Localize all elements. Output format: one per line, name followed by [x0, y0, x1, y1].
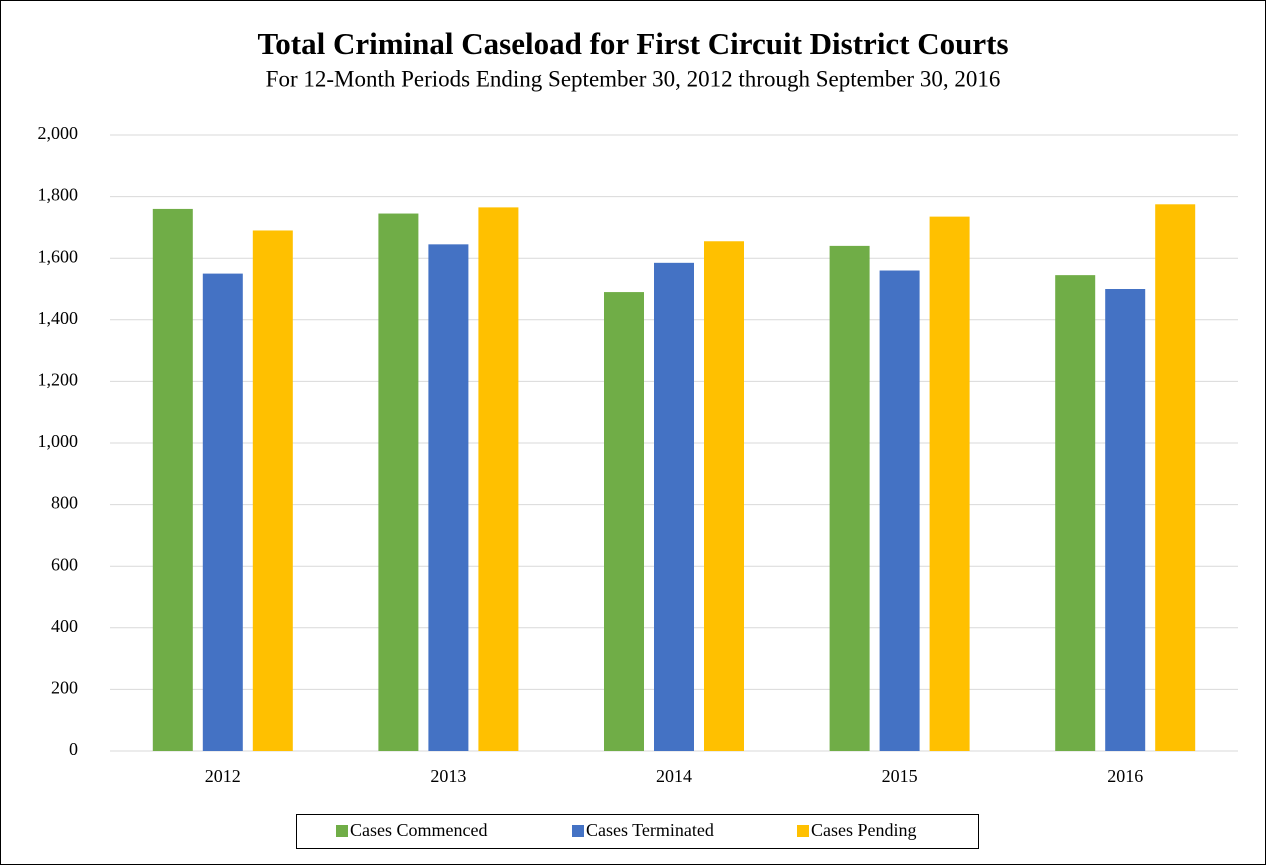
y-tick-label: 1,200 [38, 370, 79, 390]
bar [704, 241, 744, 751]
chart-title: Total Criminal Caseload for First Circui… [257, 26, 1008, 61]
bar [829, 245, 870, 751]
bar [378, 213, 419, 752]
legend-label: Cases Commenced [350, 820, 487, 840]
y-tick-label: 600 [51, 554, 78, 574]
bar [879, 270, 920, 751]
x-tick-label: 2015 [882, 766, 918, 786]
y-tick-label: 1,400 [38, 308, 79, 328]
bar [654, 262, 694, 751]
legend-swatch [797, 825, 809, 837]
bar [152, 208, 193, 752]
bar [252, 230, 293, 752]
bar [604, 292, 644, 751]
bar [428, 244, 469, 751]
y-tick-label: 0 [69, 739, 78, 759]
y-tick-label: 400 [51, 616, 78, 636]
x-tick-label: 2012 [205, 766, 241, 786]
legend-swatch [572, 825, 584, 837]
chart-subtitle: For 12-Month Periods Ending September 30… [266, 66, 1001, 91]
legend-label: Cases Terminated [586, 820, 714, 840]
x-tick-label: 2013 [430, 766, 466, 786]
x-tick-label: 2016 [1107, 766, 1143, 786]
bar [1055, 275, 1096, 751]
y-tick-label: 800 [51, 493, 78, 513]
y-tick-label: 1,800 [38, 185, 79, 205]
y-tick-label: 2,000 [38, 123, 79, 143]
bar [1105, 289, 1146, 751]
bar [929, 216, 970, 751]
bar [202, 273, 243, 751]
y-tick-label: 1,000 [38, 431, 79, 451]
x-tick-label: 2014 [656, 766, 692, 786]
legend-box [296, 814, 979, 849]
bar [478, 207, 519, 751]
y-tick-label: 1,600 [38, 246, 79, 266]
bar [1155, 204, 1196, 752]
y-tick-label: 200 [51, 678, 78, 698]
legend-label: Cases Pending [811, 820, 917, 840]
legend-swatch [336, 825, 348, 837]
